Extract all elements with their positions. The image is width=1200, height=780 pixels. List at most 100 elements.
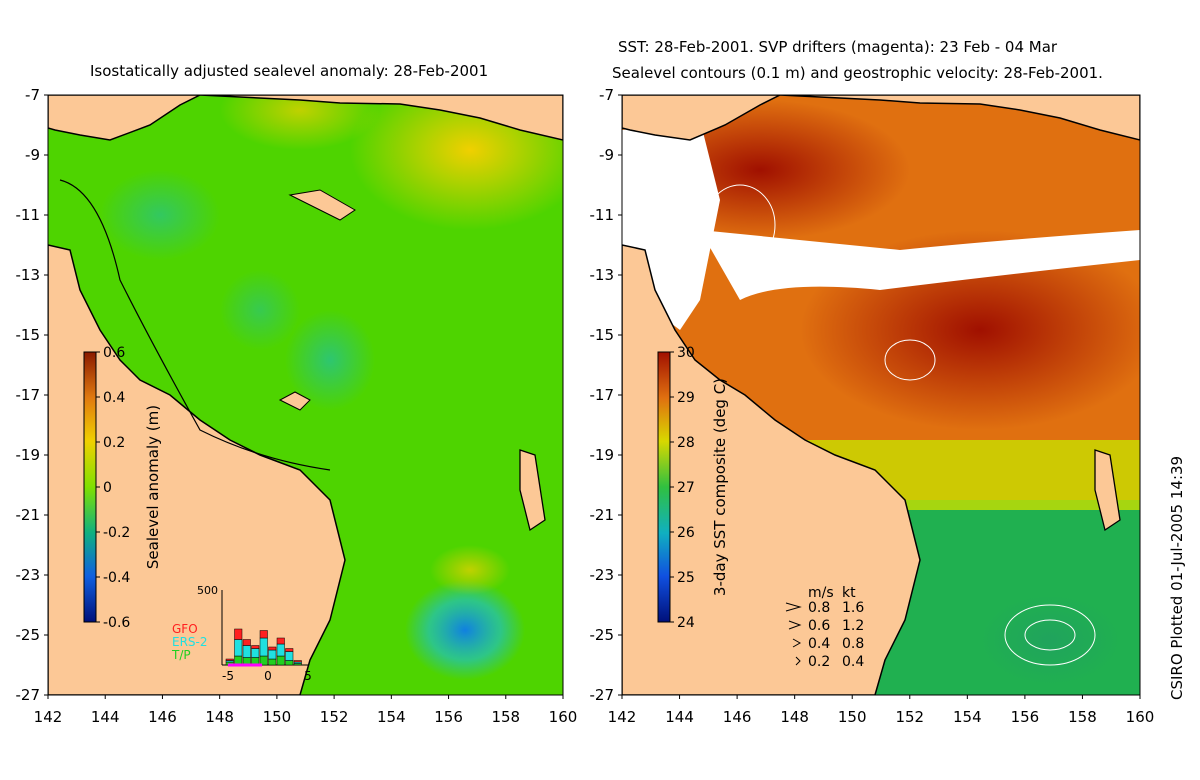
right-lat-tick-label: -25 — [590, 626, 615, 644]
high-anomaly-patch — [430, 545, 510, 595]
left-lat-tick-label: -11 — [16, 206, 41, 224]
left-lat-tick-label: -9 — [25, 146, 40, 164]
left-lat-tick-label: -15 — [16, 326, 41, 344]
sealevel-contour — [884, 339, 936, 381]
right-lon-tick-label: 160 — [1126, 708, 1155, 726]
sealevel-colorbar-tick-label: 0.2 — [103, 435, 125, 451]
right-lat-tick-label: -7 — [599, 86, 614, 104]
right-lon-tick-label: 142 — [608, 708, 637, 726]
velocity-kt-value: 0.8 — [842, 636, 864, 652]
australia-landmass — [48, 244, 346, 695]
velocity-ms-value: 0.6 — [808, 618, 830, 634]
high-anomaly-patch — [350, 95, 563, 230]
histogram-ymax-label: 500 — [197, 584, 218, 597]
low-anomaly-patch — [285, 310, 375, 410]
left-lon-tick-label: 142 — [34, 708, 63, 726]
left-lat-tick-label: -13 — [16, 266, 41, 284]
sst-map — [622, 95, 1140, 695]
right-lon-tick-label: 156 — [1011, 708, 1040, 726]
histogram-bar-tp — [285, 660, 294, 666]
sst-colorbar-tick-label: 30 — [677, 345, 695, 361]
high-anomaly-patch — [220, 95, 380, 150]
left-lat-tick-label: -23 — [16, 566, 41, 584]
track-histogram: 500 -5 0 5 GFO ERS-2 T/P — [171, 584, 312, 683]
low-anomaly-patch — [405, 580, 525, 680]
histogram-bar-gfo — [259, 630, 268, 639]
cool-eddy — [980, 595, 1120, 685]
sst-colorbar — [657, 351, 671, 623]
sealevel-contour — [704, 184, 776, 266]
new-guinea-landmass — [622, 95, 781, 141]
velocity-arrow-glyph — [788, 620, 802, 630]
sst-colorbar-tick-label: 26 — [677, 525, 695, 541]
histogram-bar-gfo — [293, 660, 302, 663]
velocity-legend-kt-header: kt — [842, 585, 856, 601]
right-lat-tick-label: -19 — [590, 446, 615, 464]
velocity-arrow-glyph — [795, 656, 801, 666]
sst-colorbar-tick-label: 25 — [677, 570, 695, 586]
right-lon-tick-label: 144 — [665, 708, 694, 726]
sst-colorbar-ticks: 30 29 28 27 26 25 24 — [670, 345, 695, 631]
left-lat-tick-label: -25 — [16, 626, 41, 644]
left-lon-tick-label: 144 — [91, 708, 120, 726]
right-lat-tick-label: -9 — [599, 146, 614, 164]
legend-ers2: ERS-2 — [172, 635, 208, 649]
histogram-bar-ers — [242, 645, 251, 658]
sst-colorbar-label: 3-day SST composite (deg C) — [711, 378, 729, 596]
left-lat-tick-label: -21 — [16, 506, 41, 524]
right-lat-tick-label: -27 — [590, 686, 615, 704]
sealevel-colorbar-label: Sealevel anomaly (m) — [144, 405, 162, 569]
new-guinea-landmass — [779, 95, 1140, 141]
velocity-ms-value: 0.2 — [808, 654, 830, 670]
right-longitude-axis: 142 144 146 148 150 152 154 156 158 160 — [608, 695, 1155, 726]
right-lat-tick-label: -23 — [590, 566, 615, 584]
velocity-legend-ms-header: m/s — [808, 585, 834, 601]
left-lat-tick-label: -27 — [16, 686, 41, 704]
histogram-bar-tp — [268, 658, 277, 666]
histogram-bar-gfo — [276, 637, 285, 645]
right-lon-tick-label: 154 — [953, 708, 982, 726]
velocity-kt-value: 1.2 — [842, 618, 864, 634]
histogram-bar-tp — [276, 655, 285, 666]
sealevel-map — [48, 95, 563, 695]
left-map-title: Isostatically adjusted sealevel anomaly:… — [90, 62, 489, 80]
histogram-bar-ers — [276, 643, 285, 657]
right-lat-tick-label: -15 — [590, 326, 615, 344]
velocity-kt-value: 1.6 — [842, 600, 864, 616]
histogram-bar-ers — [268, 649, 277, 660]
velocity-arrow-glyph — [792, 638, 802, 648]
right-lon-tick-label: 146 — [723, 708, 752, 726]
histogram-bar-ers — [285, 651, 294, 661]
right-lon-tick-label: 148 — [780, 708, 809, 726]
new-guinea-landmass — [48, 95, 201, 141]
histogram-bar-gfo — [234, 628, 243, 640]
sealevel-contour — [1004, 604, 1096, 666]
low-anomaly-patch — [100, 170, 220, 260]
sst-colorbar-tick-label: 29 — [677, 390, 695, 406]
sealevel-colorbar-tick-label: 0.4 — [103, 390, 125, 406]
left-lon-tick-label: 156 — [434, 708, 463, 726]
right-lon-tick-label: 152 — [895, 708, 924, 726]
sealevel-colorbar-tick-label: -0.2 — [103, 525, 130, 541]
sealevel-colorbar — [83, 351, 97, 623]
right-lat-tick-label: -17 — [590, 386, 615, 404]
velocity-ms-value: 0.8 — [808, 600, 830, 616]
right-map-title-line1: SST: 28-Feb-2001. SVP drifters (magenta)… — [618, 38, 1058, 56]
left-latitude-axis: -7 -9 -11 -13 -15 -17 -19 -21 -23 -25 -27 — [16, 86, 48, 704]
left-lon-tick-label: 158 — [491, 708, 520, 726]
left-lon-tick-label: 160 — [549, 708, 578, 726]
island — [278, 391, 311, 411]
sst-colorbar-tick-label: 24 — [677, 615, 695, 631]
low-anomaly-patch — [220, 270, 300, 350]
histogram-bar-ers — [234, 639, 243, 657]
new-guinea-landmass — [199, 95, 563, 141]
right-lat-tick-label: -11 — [590, 206, 615, 224]
sealevel-colorbar-tick-label: -0.4 — [103, 570, 130, 586]
left-lat-tick-label: -7 — [25, 86, 40, 104]
velocity-legend: m/s kt 0.8 1.6 0.6 1.2 0.4 0.8 0.2 0.4 — [785, 585, 864, 670]
sst-colorbar-tick-label: 28 — [677, 435, 695, 451]
right-lat-tick-label: -21 — [590, 506, 615, 524]
island — [288, 189, 356, 221]
left-longitude-axis: 142 144 146 148 150 152 154 156 158 160 — [34, 695, 578, 726]
